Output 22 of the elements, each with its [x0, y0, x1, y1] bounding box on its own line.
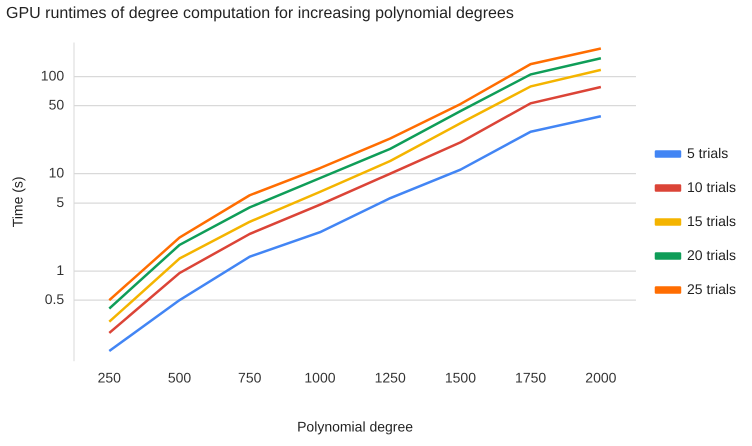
y-axis-title: Time (s): [9, 176, 26, 228]
x-axis-title: Polynomial degree: [297, 418, 414, 434]
x-tick-label: 1500: [444, 370, 476, 386]
legend-label: 10 trials: [686, 178, 736, 195]
x-tick-label: 750: [238, 370, 262, 386]
y-tick-label: 5: [56, 194, 64, 210]
legend-label: 15 trials: [686, 212, 736, 229]
x-tick-label: 1000: [304, 370, 336, 386]
y-tick-label: 0.5: [44, 291, 64, 308]
legend-label: 5 trials: [686, 144, 728, 161]
legend-label: 20 trials: [686, 246, 736, 263]
y-tick-label: 1: [56, 262, 64, 278]
y-tick-label: 100: [40, 67, 64, 84]
y-tick-label: 10: [48, 164, 64, 181]
chart-title: GPU runtimes of degree computation for increasing polynomial degrees: [6, 5, 514, 22]
x-tick-label: 1250: [374, 370, 406, 386]
x-tick-label: 2000: [585, 370, 617, 386]
x-tick-label: 250: [98, 370, 122, 386]
y-tick-label: 50: [48, 96, 64, 113]
x-tick-label: 500: [168, 370, 192, 386]
x-tick-label: 1750: [515, 370, 546, 386]
legend-label: 25 trials: [686, 280, 736, 297]
